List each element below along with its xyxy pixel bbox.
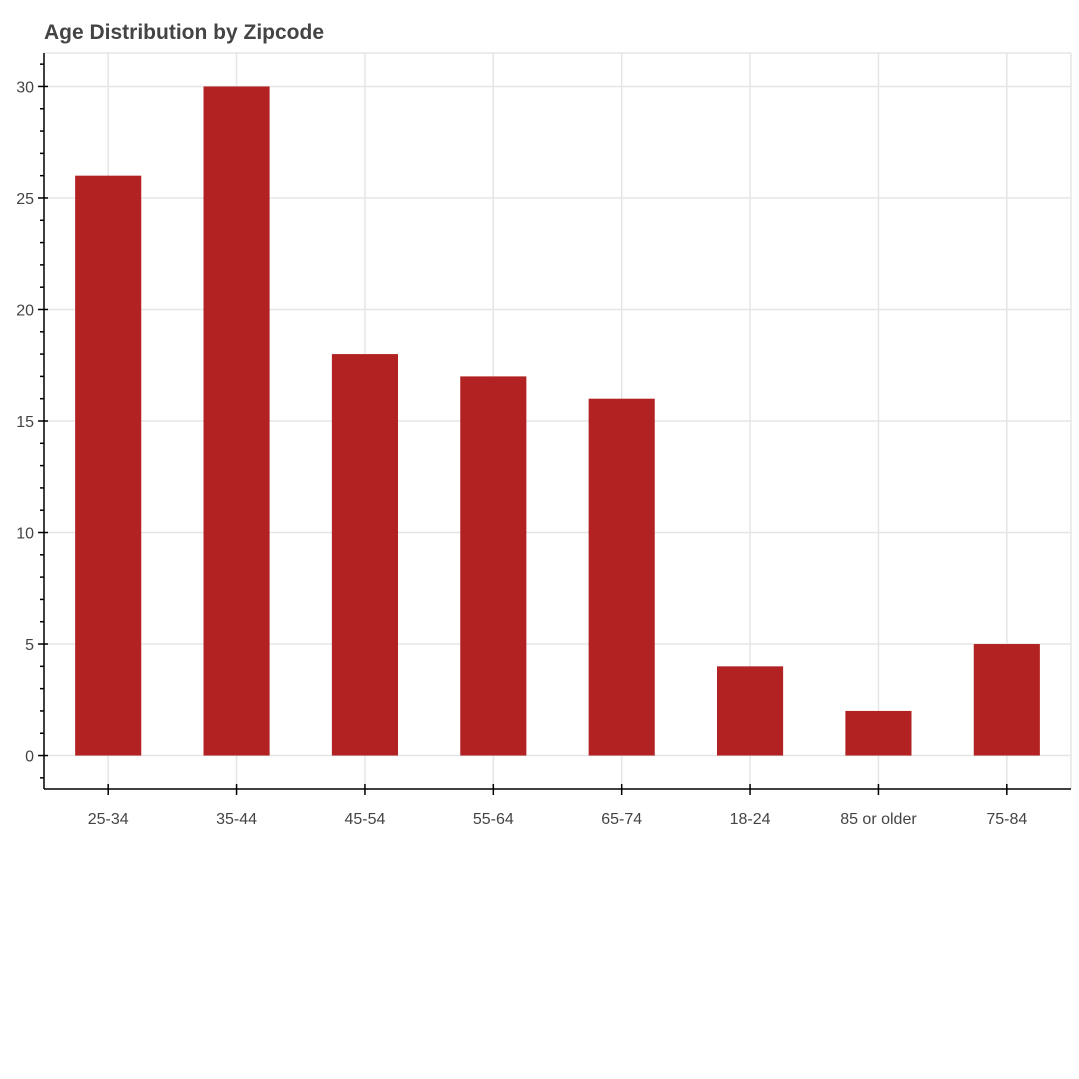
chart-title: Age Distribution by Zipcode <box>44 21 324 44</box>
bar-18-24 <box>717 666 784 756</box>
x-tick-label: 18-24 <box>730 811 771 828</box>
bar-55-64 <box>460 376 527 756</box>
x-tick-label: 45-54 <box>344 811 385 828</box>
x-tick-label: 65-74 <box>601 811 642 828</box>
bar-65-74 <box>588 398 655 756</box>
bar-45-54 <box>331 354 398 756</box>
bar-85-or-older <box>845 710 912 756</box>
x-tick-label: 35-44 <box>216 811 257 828</box>
x-tick-label: 55-64 <box>473 811 514 828</box>
y-tick-label: 30 <box>16 79 34 96</box>
axes: 0 5 10 15 20 25 30 25-34 35-44 45-54 55-64 65-74 18-… <box>16 53 1071 828</box>
y-tick-label: 10 <box>16 526 34 543</box>
x-tick-label: 75-84 <box>986 811 1027 828</box>
y-tick-label: 25 <box>16 191 34 208</box>
bar-75-84 <box>973 644 1040 756</box>
bars <box>75 86 1040 756</box>
y-tick-label: 0 <box>25 749 34 766</box>
grid <box>44 52 1072 789</box>
y-tick-label: 5 <box>25 637 34 654</box>
x-tick-label: 25-34 <box>88 811 129 828</box>
bar-35-44 <box>203 86 270 756</box>
y-tick-label: 20 <box>16 302 34 319</box>
x-tick-label: 85 or older <box>840 811 917 828</box>
y-tick-label: 15 <box>16 414 34 431</box>
bar-25-34 <box>75 175 142 756</box>
